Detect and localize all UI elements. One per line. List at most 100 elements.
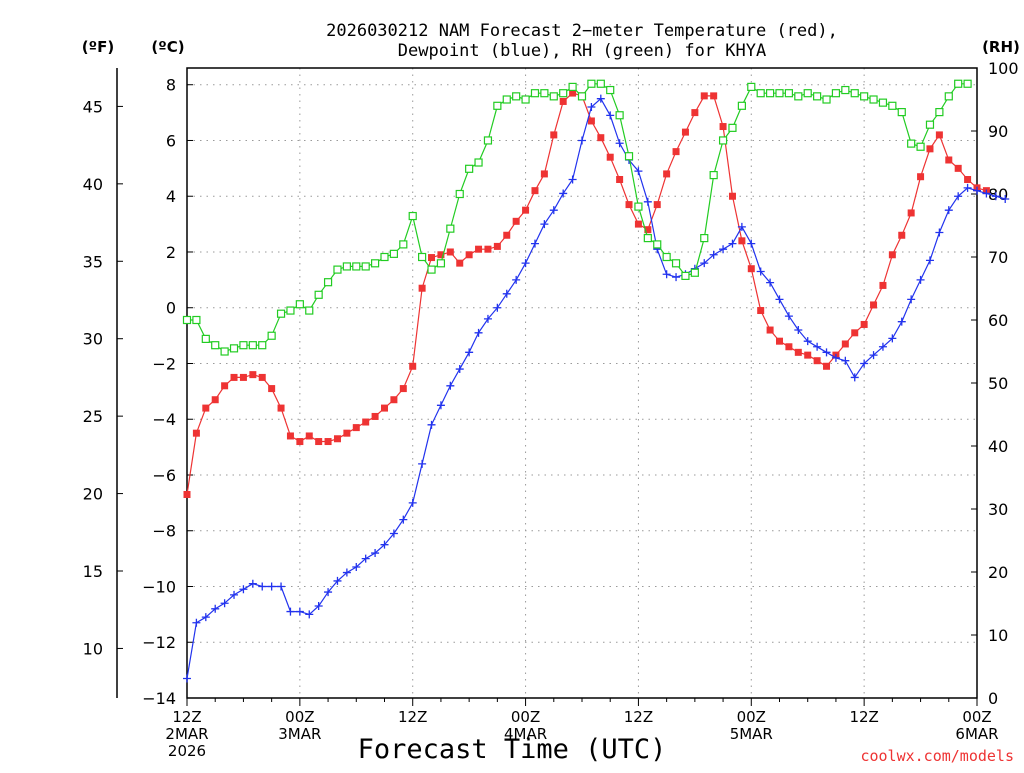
source-credit: coolwx.com/models [860,747,1014,765]
rh-tick-label: 70 [988,248,1008,267]
rh-point [709,171,718,180]
dewpoint-point [427,420,436,429]
dewpoint-point [888,334,897,343]
dewpoint-point [672,273,681,282]
temperature-point [681,128,689,136]
celsius-tick-label: −2 [152,354,176,373]
rh-point [841,85,850,95]
rh-tick-label: 0 [988,689,998,708]
dewpoint-point [455,365,464,374]
dewpoint-point [512,275,521,284]
temperature-point [428,254,436,262]
rh-point [765,89,775,98]
rh-tick-label: 10 [988,626,1008,645]
temperature-point [296,438,304,446]
temperature-point [888,251,896,259]
celsius-tick-label: 8 [166,76,176,95]
fahrenheit-unit-label: (ºF) [82,38,114,56]
temperature-point [710,92,718,100]
dewpoint-point [220,599,229,608]
time-tick-label: 00Z [962,708,991,726]
temperature-point [305,432,313,440]
temperature-point [333,435,341,443]
temperature-point [399,385,407,393]
dewpoint-point [239,585,248,594]
dewpoint-line [186,97,1006,679]
dewpoint-point [831,353,840,362]
rh-point [596,79,605,88]
dewpoint-point [606,111,615,120]
temperature-point [286,432,294,440]
temperature-point [183,491,191,499]
dewpoint-point [719,245,728,254]
dewpoint-point [258,582,267,591]
rh-point [521,95,530,104]
temperature-point [616,176,624,184]
temperature-point [540,170,548,178]
plot-frame [186,67,978,699]
dewpoint-point [991,192,1000,201]
temperature-point [766,326,774,334]
rh-point [502,95,511,104]
time-tick-label: 3MAR [278,725,321,743]
rh-point [549,92,558,101]
rh-tick-label: 30 [988,500,1008,519]
rh-point [577,92,587,101]
temperature-point [813,357,821,365]
temperature-point [362,418,370,426]
temperature-point [757,307,765,315]
dewpoint-point [973,186,981,195]
dewpoint-point [794,326,803,335]
temperature-point [409,362,417,370]
temperature-point [738,237,746,245]
dewpoint-point [371,549,380,558]
temperature-point [597,134,605,142]
temperature-point [381,404,388,412]
dewpoint-point [841,356,850,365]
temperature-point [804,351,812,359]
rh-tick-label: 40 [988,437,1008,456]
rh-tick-label: 20 [988,563,1008,582]
temperature-point [945,156,953,164]
temperature-point [221,382,229,390]
dewpoint-point [399,515,408,524]
celsius-tick-label: 4 [166,187,176,206]
rh-point [380,252,389,262]
dewpoint-point [211,604,220,613]
dewpoint-point [869,351,878,360]
rh-point [568,82,577,92]
celsius-tick-label: 0 [166,299,176,318]
temperature-series [183,89,990,499]
temperature-point [512,217,520,225]
rh-tick-label: 90 [988,122,1008,141]
fahrenheit-tick-label: 45 [83,97,103,116]
rh-point [850,89,859,98]
rh-series [182,79,972,356]
temperature-point [239,373,247,381]
dewpoint-point [925,256,934,265]
rh-point [671,259,681,268]
temperature-point [437,251,445,259]
rh-point [925,120,935,129]
temperature-point [794,348,802,356]
dewpoint-point [295,607,304,616]
chart-title-line-2: Dewpoint (blue), RH (green) for KHYA [398,41,766,61]
temperature-point [935,131,943,139]
rh-point [907,139,916,148]
temperature-point [418,284,426,292]
rh-point [775,89,784,98]
dewpoint-point [568,175,577,184]
rh-point [229,344,239,353]
temperature-point [700,92,708,100]
temperature-point [192,429,200,437]
rh-point [493,101,502,110]
dewpoint-point [446,381,455,390]
temperature-point [691,109,699,117]
rh-point [935,107,944,117]
temperature-point [926,145,934,153]
rh-point [220,347,229,356]
rh-tick-label: 50 [988,374,1008,393]
rh-point [399,240,408,249]
temperature-point [672,148,680,156]
